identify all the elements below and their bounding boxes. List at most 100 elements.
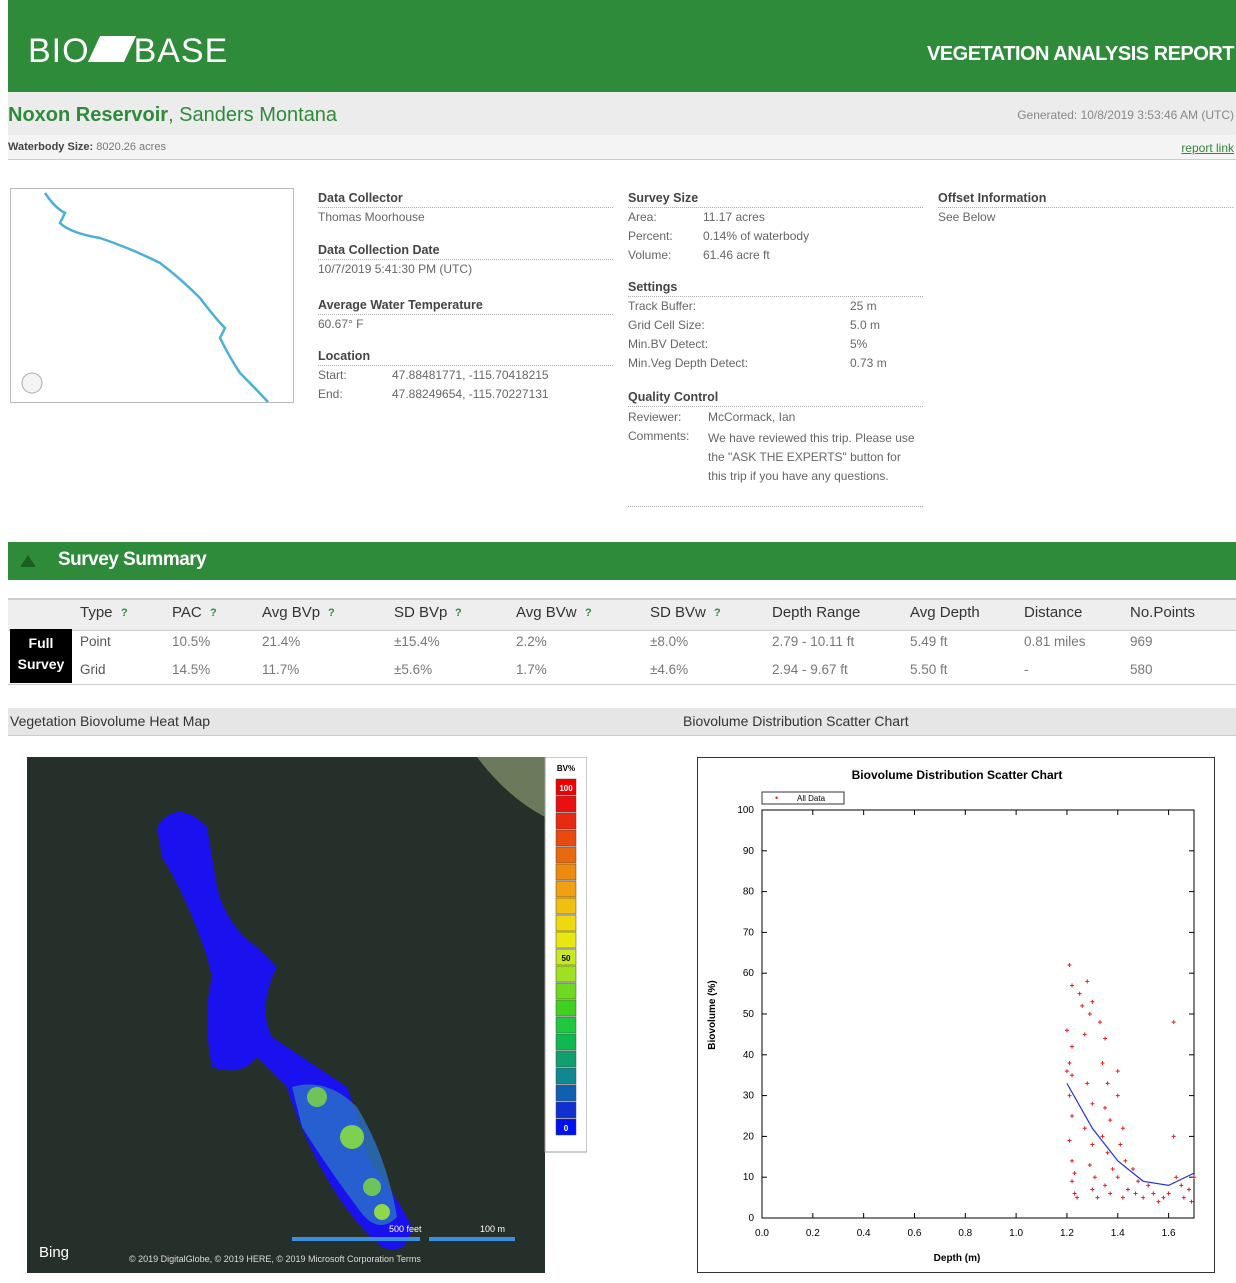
ramp-cell bbox=[556, 1017, 576, 1033]
info-key: Min.Veg Depth Detect: bbox=[628, 356, 748, 370]
provider-logo: Bing bbox=[39, 1244, 69, 1261]
info-label: Quality Control bbox=[628, 390, 923, 407]
info-key: Volume: bbox=[628, 248, 671, 262]
info-label: Average Water Temperature bbox=[318, 298, 613, 315]
column-header: Depth Range bbox=[772, 604, 860, 621]
info-key: Percent: bbox=[628, 229, 673, 243]
x-tick-label: 0.4 bbox=[857, 1228, 871, 1239]
x-tick-label: 1.0 bbox=[1009, 1228, 1023, 1239]
summary-title: Survey Summary bbox=[58, 549, 206, 571]
info-value: 5.0 m bbox=[850, 318, 880, 332]
logo-text: BIO bbox=[28, 32, 90, 70]
column-header: Avg Depth bbox=[910, 604, 980, 621]
y-tick-label: 60 bbox=[743, 968, 755, 979]
ramp-cell bbox=[556, 1000, 576, 1016]
cell: Point bbox=[80, 634, 111, 649]
scale-bar bbox=[292, 1237, 420, 1241]
legend-label: 100 bbox=[559, 784, 573, 793]
veg-patch bbox=[340, 1125, 364, 1149]
info-key: Comments: bbox=[628, 429, 689, 443]
info-key: Start: bbox=[318, 368, 347, 382]
map-frame bbox=[11, 189, 294, 403]
ramp-cell bbox=[556, 932, 576, 948]
y-tick-label: 70 bbox=[743, 927, 755, 938]
ramp-cell bbox=[556, 898, 576, 914]
cell: ±15.4% bbox=[394, 634, 440, 649]
info-value: 10/7/2019 5:41:30 PM (UTC) bbox=[318, 262, 472, 276]
scale-label: 500 feet bbox=[389, 1224, 422, 1234]
ramp-cell bbox=[556, 813, 576, 829]
logo-leaf bbox=[88, 36, 136, 62]
info-label: Survey Size bbox=[628, 191, 923, 208]
cell: 2.94 - 9.67 ft bbox=[772, 662, 848, 677]
help-marker[interactable]: ? bbox=[121, 607, 128, 619]
cell: 5.50 ft bbox=[910, 662, 948, 677]
logo-text: BASE bbox=[134, 32, 229, 70]
help-marker[interactable]: ? bbox=[714, 607, 721, 619]
y-tick-label: 100 bbox=[737, 805, 754, 816]
column-header: No.Points bbox=[1130, 604, 1195, 621]
cell: Grid bbox=[80, 662, 106, 677]
cell: ±8.0% bbox=[650, 634, 688, 649]
x-tick-label: 0.6 bbox=[908, 1228, 922, 1239]
copyright: © 2019 DigitalGlobe, © 2019 HERE, © 2019… bbox=[129, 1254, 421, 1264]
help-marker[interactable]: ? bbox=[328, 607, 335, 619]
info-value: 47.88481771, -115.70418215 bbox=[392, 368, 549, 382]
collapse-toggle[interactable] bbox=[18, 552, 38, 570]
column-header: Type bbox=[80, 604, 113, 621]
satellite-background bbox=[27, 757, 545, 1273]
cell: 21.4% bbox=[262, 634, 300, 649]
ramp-cell bbox=[556, 864, 576, 880]
scale-label: 100 m bbox=[480, 1224, 505, 1234]
veg-patch bbox=[374, 1204, 390, 1220]
x-tick-label: 1.4 bbox=[1111, 1228, 1125, 1239]
ramp-cell bbox=[556, 1102, 576, 1118]
info-label: Offset Information bbox=[938, 191, 1233, 208]
row-label: Full Survey bbox=[10, 633, 72, 675]
size-value: 8020.26 acres bbox=[96, 141, 166, 153]
logo: BIO BASE bbox=[28, 32, 228, 71]
column-header: Distance bbox=[1024, 604, 1082, 621]
cell: - bbox=[1024, 662, 1029, 677]
cell: ±5.6% bbox=[394, 662, 432, 677]
zoom-icon[interactable] bbox=[22, 373, 42, 393]
info-label: Settings bbox=[628, 280, 923, 297]
help-marker[interactable]: ? bbox=[455, 607, 462, 619]
cell: 2.2% bbox=[516, 634, 547, 649]
info-value: 0.73 m bbox=[850, 356, 887, 370]
legend-label: All Data bbox=[797, 794, 826, 803]
table-border bbox=[8, 684, 1236, 685]
info-value: Thomas Moorhouse bbox=[318, 210, 425, 224]
legend-label: 0 bbox=[564, 1124, 569, 1133]
waterbody-name: Noxon Reservoir bbox=[8, 104, 168, 126]
cell: 14.5% bbox=[172, 662, 210, 677]
cell: 5.49 ft bbox=[910, 634, 948, 649]
report-link[interactable]: report link bbox=[1181, 141, 1234, 155]
generated: Generated: 10/8/2019 3:53:46 AM (UTC) bbox=[1017, 108, 1234, 122]
help-marker[interactable]: ? bbox=[585, 607, 592, 619]
map-thumbnail bbox=[10, 188, 294, 403]
cell: 11.7% bbox=[262, 662, 299, 677]
y-tick-label: 10 bbox=[743, 1172, 755, 1183]
info-key: Track Buffer: bbox=[628, 299, 696, 313]
waterbody-size: Waterbody Size: 8020.26 acres bbox=[8, 141, 166, 153]
info-key: End: bbox=[318, 387, 343, 401]
scatter-section-title: Biovolume Distribution Scatter Chart bbox=[683, 713, 909, 729]
chart-title: Biovolume Distribution Scatter Chart bbox=[852, 768, 1063, 782]
page: BIO BASE VEGETATION ANALYSIS REPORT Noxon… bbox=[0, 0, 1236, 1283]
cell: 2.79 - 10.11 ft bbox=[772, 634, 854, 649]
help-marker[interactable]: ? bbox=[210, 607, 217, 619]
info-key: Area: bbox=[628, 210, 657, 224]
info-label: Data Collection Date bbox=[318, 243, 613, 260]
divider bbox=[628, 506, 923, 507]
y-tick-label: 40 bbox=[743, 1050, 755, 1061]
info-value: 47.88249654, -115.70227131 bbox=[392, 387, 549, 401]
info-value: 60.67° F bbox=[318, 317, 364, 331]
info-value: McCormack, Ian bbox=[708, 410, 795, 424]
chart-frame bbox=[698, 758, 1215, 1273]
ramp-cell bbox=[556, 966, 576, 982]
report-title: VEGETATION ANALYSIS REPORT bbox=[927, 43, 1234, 66]
info-value: We have reviewed this trip. Please use t… bbox=[708, 429, 916, 486]
info-label: Location bbox=[318, 349, 613, 366]
